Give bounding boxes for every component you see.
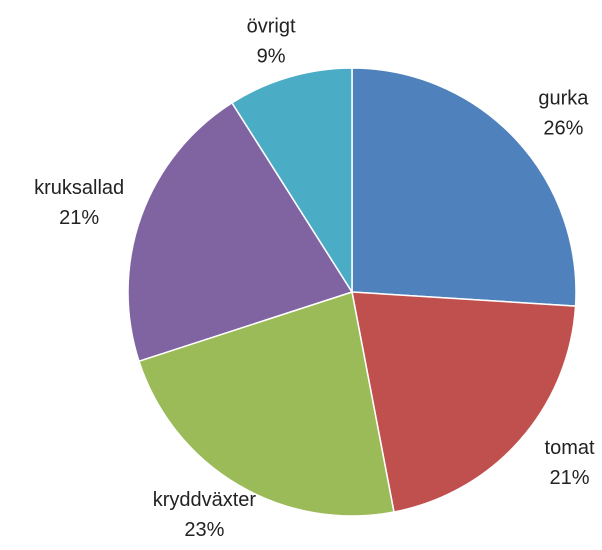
pie-slice [351, 291, 577, 513]
pie-slice [230, 67, 353, 295]
slice-label: tomat [545, 437, 595, 459]
slice-value-label: 9% [257, 46, 286, 68]
slice-label: gurka [538, 87, 589, 109]
slice-value-label: 21% [550, 467, 590, 489]
slice-label: kruksallad [34, 177, 124, 199]
pie-slice [127, 101, 354, 363]
pie-slice [351, 67, 577, 307]
slice-label: kryddväxter [153, 489, 257, 511]
slice-value-label: 21% [59, 207, 99, 229]
pie-slice [138, 291, 395, 517]
slice-value-label: 26% [543, 117, 583, 139]
slice-label: övrigt [247, 16, 296, 38]
slice-value-label: 23% [184, 519, 224, 541]
